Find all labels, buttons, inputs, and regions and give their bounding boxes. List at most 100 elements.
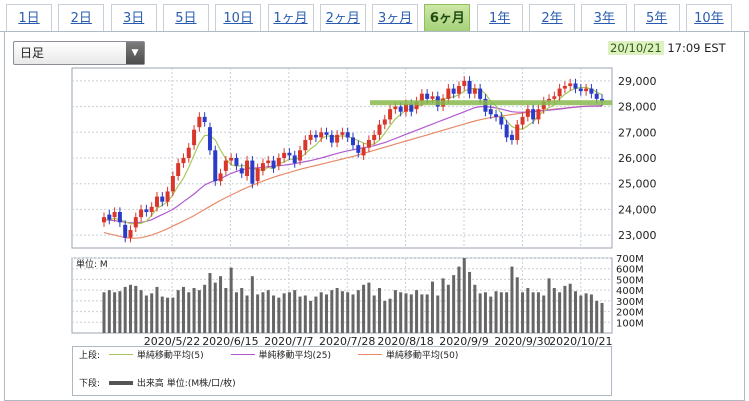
volume-bar bbox=[547, 278, 551, 333]
candle-body bbox=[562, 86, 567, 89]
volume-bar bbox=[256, 294, 260, 333]
candle-body bbox=[584, 88, 589, 92]
candle-body bbox=[112, 212, 117, 218]
candle-body bbox=[600, 98, 604, 102]
volume-bar bbox=[377, 288, 381, 333]
volume-bar bbox=[499, 292, 503, 333]
volume-bar bbox=[399, 292, 403, 333]
volume-bar bbox=[542, 295, 546, 333]
chart-legend: 上段: 単純移動平均(5) 単純移動平均(25) 単純移動平均(50) 下段: … bbox=[72, 346, 612, 396]
candle-body bbox=[366, 140, 371, 148]
volume-unit-label: 単位: M bbox=[76, 258, 108, 270]
candle-body bbox=[351, 137, 355, 146]
tab-2[interactable]: 3日 bbox=[110, 4, 157, 31]
candle-body bbox=[557, 88, 562, 97]
tab-13[interactable]: 10年 bbox=[685, 4, 732, 31]
volume-bar bbox=[510, 266, 514, 333]
tab-11[interactable]: 3年 bbox=[581, 4, 628, 31]
candle-body bbox=[578, 88, 583, 92]
volume-bar bbox=[219, 276, 223, 333]
tab-7[interactable]: 3ヶ月 bbox=[372, 4, 419, 31]
volume-bar bbox=[536, 292, 540, 333]
volume-tick-label: 200M bbox=[616, 308, 644, 319]
candle-body bbox=[133, 217, 138, 228]
tab-12[interactable]: 5年 bbox=[633, 4, 680, 31]
volume-bar bbox=[515, 277, 519, 333]
tab-5[interactable]: 1ヶ月 bbox=[267, 4, 314, 31]
volume-bar bbox=[441, 278, 445, 333]
volume-bar bbox=[372, 295, 376, 333]
candle-body bbox=[255, 168, 260, 182]
volume-tick-label: 700M bbox=[616, 254, 644, 265]
candle-body bbox=[308, 134, 313, 140]
volume-bar bbox=[552, 288, 556, 333]
legend-ma5: 単純移動平均(5) bbox=[136, 351, 204, 361]
candle-body bbox=[276, 158, 281, 166]
volume-bar bbox=[303, 295, 307, 333]
tab-0[interactable]: 1日 bbox=[6, 4, 52, 31]
volume-bar bbox=[155, 286, 159, 333]
ma50-swatch bbox=[357, 354, 382, 355]
candle-body bbox=[446, 88, 451, 99]
tab-6[interactable]: 2ヶ月 bbox=[319, 4, 366, 31]
candle-body bbox=[382, 119, 387, 125]
volume-tick-label: 100M bbox=[616, 318, 644, 329]
tab-8[interactable]: 6ヶ月 bbox=[424, 4, 471, 31]
candle-body bbox=[223, 160, 228, 171]
x-tick-label: 2020/7/28 bbox=[319, 335, 375, 348]
tab-1[interactable]: 2日 bbox=[58, 4, 105, 31]
candle-body bbox=[202, 116, 207, 122]
candle-body bbox=[123, 224, 128, 238]
candle-body bbox=[160, 196, 165, 202]
volume-bar bbox=[234, 292, 238, 333]
ma5-swatch bbox=[108, 354, 133, 355]
volume-bar bbox=[213, 282, 217, 333]
volume-bar bbox=[526, 288, 530, 333]
volume-bar bbox=[568, 283, 572, 333]
volume-bar bbox=[282, 293, 286, 333]
x-tick-label: 2020/9/30 bbox=[494, 335, 550, 348]
candle-body bbox=[213, 150, 218, 182]
candle-body bbox=[472, 88, 477, 94]
volume-bar bbox=[383, 300, 387, 333]
candle-body bbox=[462, 80, 467, 86]
volume-bar bbox=[250, 276, 254, 333]
volume-bar bbox=[468, 271, 472, 333]
candle-body bbox=[547, 98, 552, 102]
candle-body bbox=[102, 217, 106, 223]
candle-body bbox=[165, 191, 170, 202]
candle-body bbox=[531, 109, 536, 120]
candle-body bbox=[176, 163, 181, 176]
volume-bar bbox=[335, 288, 339, 333]
volume-bar bbox=[489, 296, 493, 333]
volume-bar bbox=[483, 292, 487, 333]
candle-body bbox=[266, 160, 271, 164]
candle-body bbox=[594, 93, 599, 99]
volume-bar bbox=[245, 295, 249, 333]
tab-4[interactable]: 10日 bbox=[215, 4, 262, 31]
tab-9[interactable]: 1年 bbox=[476, 4, 523, 31]
volume-bar bbox=[462, 258, 466, 333]
candle-body bbox=[154, 196, 159, 207]
volume-bar bbox=[425, 294, 429, 333]
candle-body bbox=[483, 98, 488, 112]
tab-10[interactable]: 2年 bbox=[529, 4, 575, 31]
timestamp-time: 17:09 EST bbox=[667, 41, 726, 55]
candle-body bbox=[139, 209, 144, 218]
candle-body bbox=[467, 80, 472, 94]
candle-body bbox=[403, 104, 408, 112]
candle-body bbox=[229, 158, 234, 161]
volume-bar bbox=[293, 290, 297, 333]
chevron-down-icon[interactable]: ▼ bbox=[126, 42, 144, 64]
volume-bar bbox=[409, 294, 413, 333]
candle-period-select[interactable]: 日足 ▼ bbox=[13, 41, 145, 65]
price-tick-label: 27,000 bbox=[618, 126, 657, 139]
volume-bar bbox=[123, 286, 127, 333]
candle-body bbox=[488, 109, 493, 115]
volume-bar bbox=[367, 282, 371, 333]
tab-3[interactable]: 5日 bbox=[162, 4, 209, 31]
price-tick-label: 28,000 bbox=[618, 101, 657, 114]
price-tick-label: 26,000 bbox=[618, 152, 657, 165]
candle-body bbox=[207, 127, 212, 151]
volume-bar bbox=[521, 292, 525, 333]
